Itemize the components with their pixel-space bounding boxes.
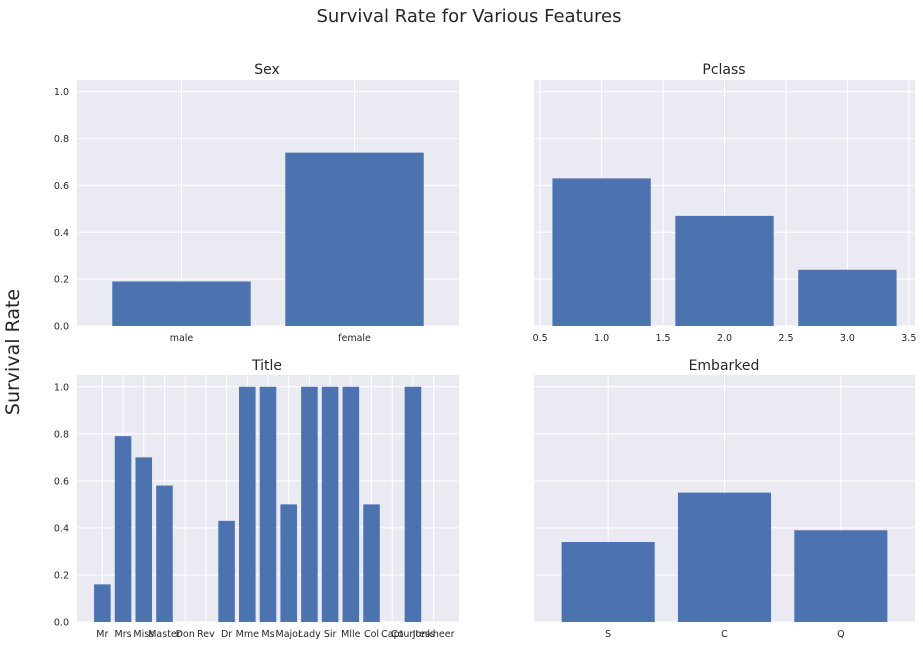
bar-miss <box>135 457 153 622</box>
x-tick-label: 2.5 <box>778 333 793 344</box>
x-tick-label: Sir <box>324 629 337 640</box>
x-tick-label: 0.5 <box>533 333 548 344</box>
x-tick-label: S <box>605 629 611 640</box>
bar-col <box>363 504 380 622</box>
y-tick-label: 0.4 <box>54 523 69 534</box>
y-tick-label: 0.2 <box>54 275 69 286</box>
x-tick-label: Lady <box>298 629 321 640</box>
y-tick-label: 0.0 <box>54 322 69 333</box>
bar-class-2 <box>675 215 774 326</box>
x-tick-label: Master <box>148 629 181 640</box>
x-tick-label: Rev <box>197 629 215 640</box>
bar-ms <box>259 386 277 622</box>
x-tick-label: Col <box>364 629 379 640</box>
y-tick-label: 0.6 <box>54 476 69 487</box>
x-tick-label: male <box>170 333 194 344</box>
bar-mlle <box>342 386 360 622</box>
x-tick-label: C <box>721 629 728 640</box>
bar-c <box>677 492 772 622</box>
x-tick-label: 1.0 <box>594 333 609 344</box>
x-tick-label: Countess <box>391 629 435 640</box>
x-tick-label: female <box>338 333 371 344</box>
bar-master <box>156 485 173 622</box>
x-tick-label: Q <box>837 629 844 640</box>
x-tick-label: Dr <box>221 629 232 640</box>
figure-y-label: Survival Rate <box>2 289 24 415</box>
bar-male <box>112 281 251 326</box>
x-tick-label: Capt <box>381 629 403 640</box>
y-tick-label: 0.6 <box>54 181 69 192</box>
title-bars <box>94 386 422 622</box>
subplot-pclass: 0.5 1.0 1.5 2.0 2.5 3.0 3.5 Pclass <box>533 62 917 344</box>
x-tick-label: Mr <box>96 629 108 640</box>
title-title: Title <box>251 358 282 374</box>
y-tick-label: 0.4 <box>54 228 69 239</box>
y-tick-label: 1.0 <box>54 87 69 98</box>
title-y-ticks: 0.0 0.2 0.4 0.6 0.8 1.0 <box>54 382 69 628</box>
y-tick-label: 0.8 <box>54 429 69 440</box>
x-tick-label: Miss <box>133 629 154 640</box>
x-tick-label: Mlle <box>341 629 360 640</box>
x-tick-label: Mrs <box>115 629 132 640</box>
figure-title: Survival Rate for Various Features <box>316 6 621 27</box>
x-tick-label: 3.0 <box>840 333 855 344</box>
embarked-title: Embarked <box>689 358 760 374</box>
x-tick-label: Jonkheer <box>412 629 455 640</box>
bar-lady <box>301 386 318 622</box>
y-tick-label: 0.0 <box>54 618 69 629</box>
bar-mrs <box>114 436 132 622</box>
sex-x-ticks: male female <box>170 333 371 344</box>
pclass-x-ticks: 0.5 1.0 1.5 2.0 2.5 3.0 3.5 <box>533 333 917 344</box>
x-tick-label: Don <box>176 629 195 640</box>
y-tick-label: 0.2 <box>54 570 69 581</box>
bar-class-1 <box>552 178 651 326</box>
bar-class-3 <box>798 269 897 326</box>
x-tick-label: Major <box>276 629 302 640</box>
subplot-embarked: S C Q Embarked <box>534 358 915 640</box>
sex-bars <box>112 152 424 326</box>
bar-dr <box>218 520 235 622</box>
bar-countess <box>404 386 422 622</box>
bar-s <box>561 542 655 622</box>
sex-y-ticks: 0.0 0.2 0.4 0.6 0.8 1.0 <box>54 87 69 332</box>
x-tick-label: 1.5 <box>655 333 670 344</box>
x-tick-label: 3.5 <box>901 333 916 344</box>
subplot-sex: male female 0.0 0.2 0.4 0.6 0.8 1.0 Sex <box>54 62 459 344</box>
y-tick-label: 0.8 <box>54 134 69 145</box>
bar-q <box>794 530 888 622</box>
y-tick-label: 1.0 <box>54 382 69 393</box>
pclass-bars <box>552 178 897 326</box>
x-tick-label: 2.0 <box>717 333 732 344</box>
embarked-bars <box>561 492 888 622</box>
pclass-title: Pclass <box>702 62 745 78</box>
sex-title: Sex <box>254 62 280 78</box>
bar-female <box>285 152 424 326</box>
bar-mme <box>239 386 256 622</box>
bar-sir <box>321 386 339 622</box>
x-tick-label: Mme <box>236 629 259 640</box>
x-tick-label: Ms <box>261 629 274 640</box>
bar-major <box>280 504 297 622</box>
bar-mr <box>94 584 111 622</box>
